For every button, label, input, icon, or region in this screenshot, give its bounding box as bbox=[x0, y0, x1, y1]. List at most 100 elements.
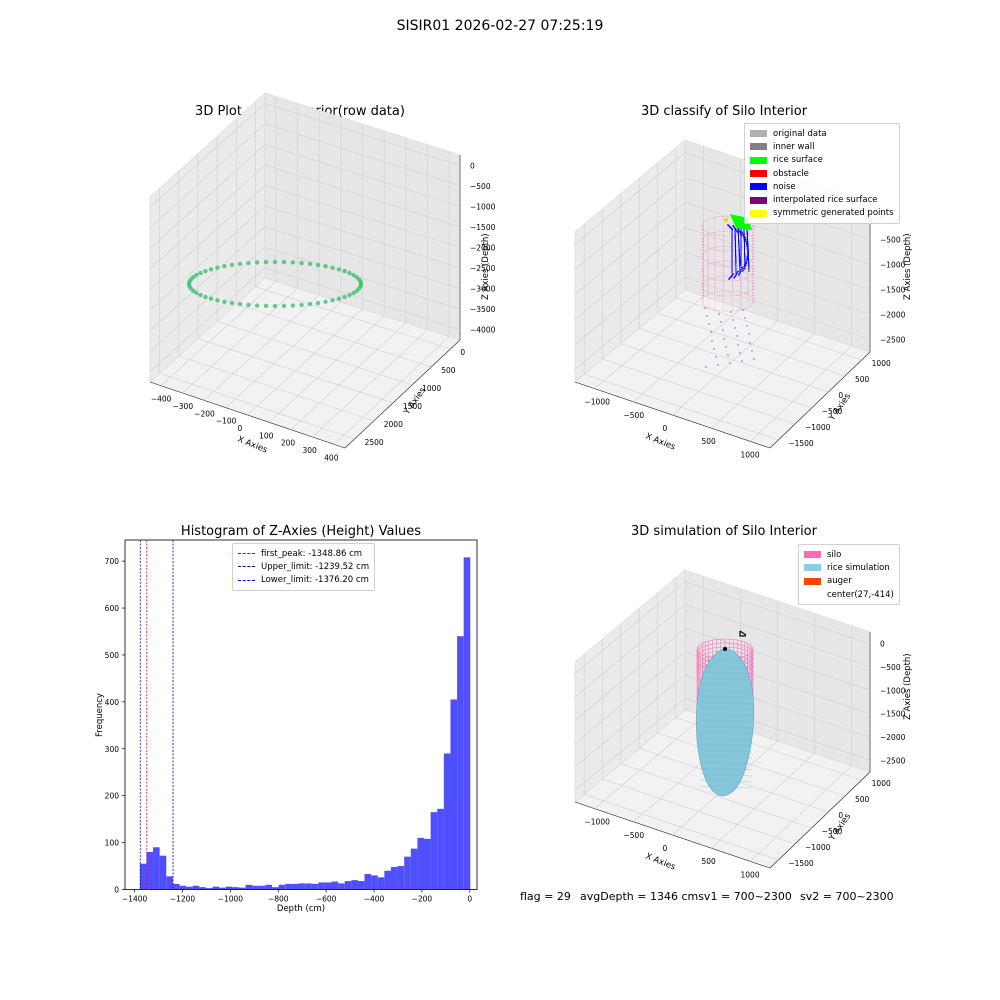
plot2-xgrid bbox=[633, 158, 741, 403]
histogram-bar bbox=[457, 636, 464, 890]
plot4-ztick-label: 0 bbox=[880, 640, 885, 649]
plot4-legend-item: rice simulation bbox=[804, 561, 894, 574]
plot2-interpolated-point bbox=[722, 329, 724, 331]
plot4-rice-mesh bbox=[699, 749, 753, 753]
plot4-rice-mesh bbox=[699, 767, 753, 771]
plot2-interpolated-point bbox=[705, 366, 707, 368]
plot2-ytick-label: 500 bbox=[855, 375, 870, 384]
plot1-inner-point bbox=[315, 300, 321, 306]
plot1-inner-point bbox=[290, 260, 296, 265]
plot4-rice-mesh bbox=[699, 719, 753, 723]
plot4-xlabel: X Axies bbox=[644, 852, 677, 873]
histogram-ytick-label: 200 bbox=[105, 792, 120, 801]
legend-label: noise bbox=[773, 181, 796, 192]
plot1-ygrid bbox=[216, 136, 413, 386]
plot2-zgrid bbox=[574, 277, 871, 370]
legend-swatch bbox=[804, 577, 821, 585]
plot1-zgrid bbox=[149, 144, 461, 249]
plot2-noise-point bbox=[732, 273, 735, 276]
plot1-ygrid bbox=[255, 101, 451, 350]
plot1-inner-point bbox=[246, 260, 251, 266]
histogram-xlabel: Depth (cm) bbox=[277, 904, 325, 914]
plot1-inner-point bbox=[315, 262, 321, 268]
histogram-bar bbox=[146, 851, 154, 890]
legend-label: interpolated rice surface bbox=[773, 195, 878, 206]
plot1-inner-point bbox=[281, 303, 287, 309]
plot2-noise-line bbox=[746, 227, 750, 267]
plot1-inner-point bbox=[229, 300, 235, 306]
plot4-rice-mesh bbox=[699, 773, 753, 777]
histogram-bar bbox=[331, 881, 339, 890]
plot2-noise-point bbox=[734, 275, 737, 278]
histogram-bar bbox=[153, 847, 160, 890]
plot2-ygrid bbox=[602, 209, 796, 425]
legend-label: silo bbox=[827, 549, 842, 560]
plot4-ygrid bbox=[620, 623, 812, 829]
plot1-inner-point bbox=[208, 267, 214, 272]
histogram-bar bbox=[377, 877, 385, 890]
plot2-ztick-label: −2000 bbox=[880, 311, 906, 320]
plot2-interpolated-point bbox=[710, 331, 712, 333]
histogram-bar bbox=[371, 875, 378, 890]
plot2-silo-ring bbox=[701, 215, 755, 237]
histogram-frame bbox=[124, 539, 478, 890]
histogram-bar bbox=[205, 888, 213, 890]
plot1-zgrid bbox=[149, 246, 461, 352]
plot1-ztick-label: −1500 bbox=[470, 223, 496, 232]
legend-swatch bbox=[804, 564, 821, 572]
plot4-legend-item: center(27,-414) bbox=[804, 588, 894, 601]
legend-label: rice simulation bbox=[827, 562, 890, 573]
plot1-inner-point bbox=[237, 261, 243, 267]
plot2-interpolated-point bbox=[746, 325, 748, 327]
plot2-noise-point bbox=[730, 227, 733, 230]
plot1-xtick-label: −200 bbox=[194, 409, 215, 418]
plot2-ytick-label: 0 bbox=[838, 391, 843, 400]
plot2-xtick-label: 0 bbox=[663, 424, 668, 433]
plot2-xgrid bbox=[750, 195, 852, 442]
plot2-noise-point bbox=[740, 268, 743, 271]
legend-label: auger bbox=[827, 576, 852, 587]
histogram-bar bbox=[364, 874, 372, 890]
plot2-silo-ring bbox=[701, 245, 755, 267]
histogram-bar bbox=[443, 753, 451, 890]
plot4-rice-mesh bbox=[699, 689, 753, 693]
plot1-ytick-label: 0 bbox=[460, 348, 465, 357]
histogram-legend: first_peak: -1348.86 cm Upper_limit: -123… bbox=[232, 543, 376, 591]
plot2-ygrid bbox=[583, 224, 779, 441]
plot2-legend-item: interpolated rice surface bbox=[750, 193, 894, 206]
legend-swatch bbox=[750, 156, 767, 164]
plot4-zgrid bbox=[574, 651, 871, 744]
plot1-zgrid bbox=[149, 123, 461, 229]
histogram-bar bbox=[219, 887, 226, 890]
plot1-inner-point bbox=[222, 264, 227, 269]
plot4-3d-axes: −1000−5000500100010005000−500−1000−15000… bbox=[574, 569, 913, 879]
plot1-inner-point bbox=[299, 260, 304, 266]
plot1-ytick-label: 500 bbox=[441, 366, 456, 375]
plot1-inner-point bbox=[342, 268, 347, 274]
plot1-inner-point bbox=[194, 272, 199, 278]
plot4-zgrid bbox=[574, 674, 871, 768]
plot2-noise-point bbox=[746, 255, 749, 258]
plot1-inner-point bbox=[246, 302, 251, 308]
histogram-xtick-label: −1400 bbox=[122, 895, 148, 904]
plot1-ztick-label: −2000 bbox=[470, 244, 496, 253]
plot2-interpolated-point bbox=[730, 311, 732, 313]
plot1-grid bbox=[149, 96, 461, 445]
plot1-ygrid bbox=[235, 119, 432, 368]
plot2-ytick-label: 1000 bbox=[872, 359, 891, 368]
plot4-rice-mesh bbox=[699, 683, 753, 687]
plot2-noise-point bbox=[745, 240, 748, 243]
plot2-interpolated-point bbox=[739, 352, 741, 354]
plot1-zgrid bbox=[149, 102, 461, 208]
plot1-xtick-label: 0 bbox=[238, 424, 243, 433]
plot1-ygrid bbox=[159, 188, 355, 440]
histogram-bar bbox=[258, 885, 266, 890]
plot1-inner-point bbox=[323, 299, 328, 304]
plot2-silo-ring bbox=[701, 290, 755, 312]
plot2-ytick-label: −1500 bbox=[788, 439, 814, 448]
histogram-bar bbox=[424, 838, 431, 890]
plot2-interpolated-point bbox=[706, 315, 708, 317]
histogram-bar bbox=[344, 881, 352, 890]
plot2-noise-point bbox=[744, 238, 747, 241]
plot2-interpolated-point bbox=[713, 348, 715, 350]
